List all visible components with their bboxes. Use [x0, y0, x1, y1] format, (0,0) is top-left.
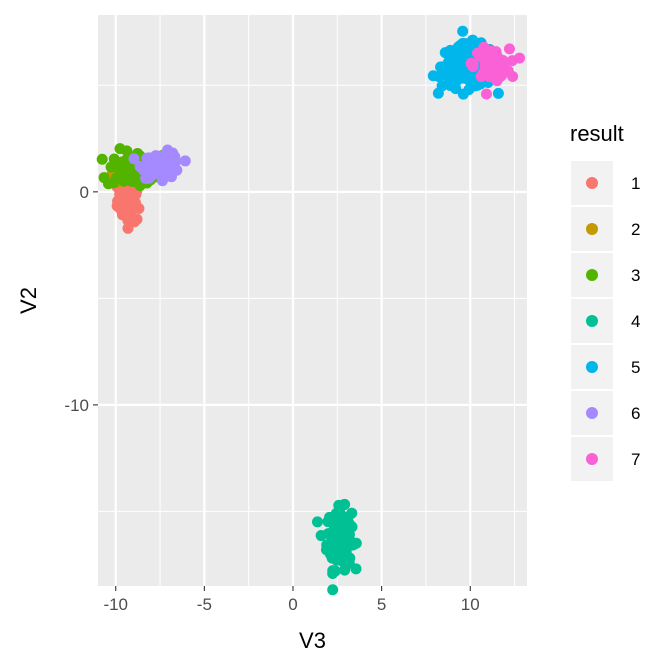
point-series-7: [502, 65, 514, 77]
point-series-4: [324, 511, 336, 523]
point-series-3: [114, 143, 126, 155]
point-series-7: [480, 52, 492, 64]
point-series-4: [339, 498, 351, 510]
legend-marker-7: [586, 453, 598, 465]
point-series-7: [467, 61, 479, 73]
plot-panel: [98, 15, 527, 586]
x-tick-label: 10: [461, 595, 480, 614]
legend-marker-1: [586, 177, 598, 189]
point-series-1: [125, 205, 137, 217]
x-tick-label: 0: [288, 595, 297, 614]
legend-label: 5: [631, 358, 640, 377]
point-series-5: [467, 34, 479, 46]
y-axis: 0 -10: [64, 183, 98, 415]
point-series-4: [335, 539, 347, 551]
point-series-5: [449, 54, 461, 66]
y-tick-label: -10: [64, 396, 89, 415]
legend-marker-2: [586, 223, 598, 235]
data-points: [96, 25, 526, 596]
point-series-3: [131, 175, 143, 187]
point-series-4: [331, 554, 343, 566]
point-series-4: [334, 529, 346, 541]
point-series-4: [350, 537, 362, 549]
point-series-4: [346, 507, 358, 519]
y-tick-label: 0: [80, 183, 89, 202]
point-series-1: [119, 195, 131, 207]
x-axis: -10 -5 0 5 10: [103, 586, 480, 614]
legend-label: 4: [631, 312, 640, 331]
x-tick-label: 5: [377, 595, 386, 614]
legend-marker-3: [586, 269, 598, 281]
point-series-3: [96, 153, 108, 165]
legend-label: 6: [631, 404, 640, 423]
point-series-4: [329, 565, 341, 577]
point-series-6: [156, 175, 168, 187]
x-axis-title: V3: [299, 628, 326, 653]
point-series-4: [327, 584, 339, 596]
minor-gridlines: [98, 15, 527, 586]
legend-marker-6: [586, 407, 598, 419]
legend-label: 1: [631, 174, 640, 193]
y-axis-title: V2: [16, 287, 41, 314]
point-series-1: [128, 216, 140, 228]
point-series-7: [503, 43, 515, 55]
legend: result 1 2 3 4 5 6 7: [570, 121, 640, 481]
point-series-5: [457, 88, 469, 100]
x-tick-label: -5: [197, 595, 212, 614]
legend-marker-5: [586, 361, 598, 373]
point-series-6: [159, 149, 171, 161]
legend-label: 3: [631, 266, 640, 285]
point-series-4: [315, 530, 327, 542]
point-series-6: [143, 152, 155, 164]
point-series-4: [311, 516, 323, 528]
point-series-5: [432, 87, 444, 99]
point-series-7: [480, 88, 492, 100]
point-series-3: [98, 172, 110, 184]
point-series-5: [466, 78, 478, 90]
point-series-3: [110, 172, 122, 184]
point-series-5: [492, 87, 504, 99]
point-series-6: [179, 155, 191, 167]
legend-items: 1 2 3 4 5 6 7: [571, 161, 640, 481]
point-series-5: [451, 68, 463, 80]
point-series-6: [128, 153, 140, 165]
point-series-3: [118, 160, 130, 172]
legend-label: 7: [631, 450, 640, 469]
point-series-5: [433, 71, 445, 83]
point-series-6: [155, 166, 167, 178]
point-series-6: [142, 168, 154, 180]
point-series-4: [327, 534, 339, 546]
major-gridlines: [98, 15, 527, 586]
legend-label: 2: [631, 220, 640, 239]
x-tick-label: -10: [103, 595, 128, 614]
point-series-7: [491, 75, 503, 87]
legend-marker-4: [586, 315, 598, 327]
legend-title: result: [570, 121, 624, 146]
point-series-5: [457, 25, 469, 37]
